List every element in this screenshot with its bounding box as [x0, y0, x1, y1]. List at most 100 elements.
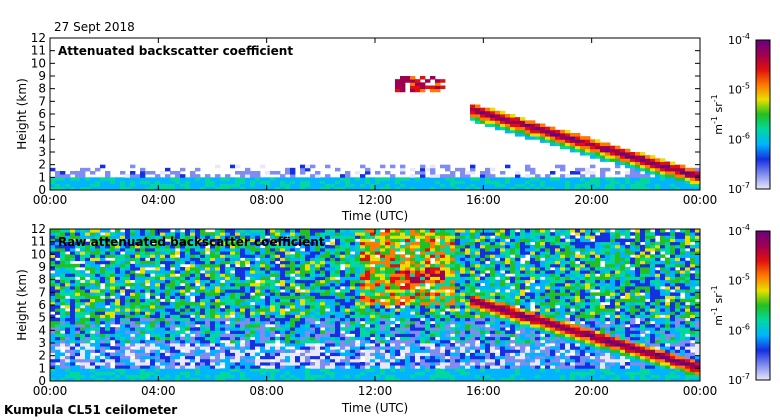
heatmap-cell — [255, 254, 261, 258]
heatmap-cell — [225, 174, 231, 178]
heatmap-cell — [410, 82, 416, 86]
heatmap-cell — [55, 368, 61, 372]
heatmap-cell — [415, 183, 421, 188]
heatmap-cell — [315, 251, 321, 255]
heatmap-cell — [625, 177, 631, 181]
heatmap-cell — [175, 171, 181, 175]
heatmap-cell — [170, 235, 176, 239]
heatmap-cell — [270, 180, 276, 185]
heatmap-cell — [540, 183, 546, 188]
heatmap-cell — [190, 177, 196, 181]
heatmap-cell — [335, 167, 341, 172]
heatmap-cell — [500, 123, 506, 128]
heatmap-cell — [460, 308, 466, 312]
heatmap-cell — [190, 229, 196, 233]
heatmap-cell — [220, 301, 226, 306]
heatmap-cell — [135, 232, 141, 236]
heatmap-cell — [90, 289, 96, 293]
heatmap-cell — [465, 186, 471, 191]
heatmap-cell — [450, 235, 456, 239]
heatmap-cell — [190, 257, 196, 262]
heatmap-cell — [100, 235, 106, 239]
heatmap-cell — [185, 241, 191, 246]
heatmap-cell — [615, 155, 621, 159]
heatmap-cell — [375, 295, 381, 300]
heatmap-cell — [115, 308, 121, 312]
heatmap-cell — [470, 263, 476, 268]
heatmap-cell — [135, 174, 141, 178]
heatmap-cell — [545, 133, 551, 137]
heatmap-cell — [70, 171, 76, 175]
heatmap-cell — [375, 270, 381, 274]
heatmap-cell — [400, 292, 406, 296]
heatmap-cell — [310, 305, 316, 309]
heatmap-cell — [500, 186, 506, 191]
heatmap-cell — [410, 317, 416, 322]
heatmap-cell — [290, 174, 296, 178]
heatmap-cell — [145, 232, 151, 236]
heatmap-cell — [160, 248, 166, 252]
heatmap-cell — [460, 314, 466, 319]
heatmap-cell — [165, 327, 171, 331]
heatmap-cell — [295, 377, 301, 382]
heatmap-cell — [275, 177, 281, 181]
heatmap-cell — [140, 343, 146, 347]
heatmap-cell — [65, 241, 71, 246]
heatmap-cell — [135, 229, 141, 233]
heatmap-cell — [430, 238, 436, 243]
heatmap-cell — [290, 314, 296, 319]
heatmap-cell — [435, 298, 441, 303]
heatmap-cell — [420, 289, 426, 293]
heatmap-cell — [240, 358, 246, 363]
heatmap-cell — [380, 295, 386, 300]
heatmap-cell — [185, 244, 191, 249]
heatmap-cell — [115, 260, 121, 265]
heatmap-cell — [525, 164, 531, 169]
heatmap-cell — [265, 248, 271, 252]
heatmap-cell — [645, 158, 651, 162]
heatmap-cell — [65, 180, 71, 185]
heatmap-cell — [430, 298, 436, 303]
heatmap-cell — [150, 346, 156, 350]
heatmap-cell — [455, 263, 461, 268]
heatmap-cell — [270, 292, 276, 296]
heatmap-cell — [400, 374, 406, 379]
heatmap-cell — [125, 324, 131, 328]
heatmap-cell — [505, 129, 511, 134]
heatmap-cell — [90, 343, 96, 347]
heatmap-cell — [85, 305, 91, 309]
heatmap-cell — [60, 377, 66, 382]
heatmap-cell — [405, 76, 411, 80]
heatmap-cell — [590, 171, 596, 175]
heatmap-cell — [625, 155, 631, 159]
heatmap-cell — [490, 123, 496, 128]
heatmap-cell — [125, 232, 131, 236]
heatmap-cell — [400, 301, 406, 306]
heatmap-cell — [200, 282, 206, 287]
heatmap-cell — [685, 174, 691, 178]
heatmap-cell — [265, 298, 271, 303]
heatmap-cell — [135, 177, 141, 181]
heatmap-cell — [315, 339, 321, 344]
heatmap-cell — [580, 142, 586, 147]
heatmap-cell — [195, 371, 201, 376]
heatmap-cell — [615, 158, 621, 162]
heatmap-cell — [145, 180, 151, 185]
heatmap-cell — [470, 267, 476, 271]
heatmap-cell — [165, 330, 171, 334]
heatmap-cell — [480, 295, 486, 300]
heatmap-cell — [330, 355, 336, 360]
heatmap-cell — [425, 232, 431, 236]
heatmap-cell — [380, 177, 386, 181]
heatmap-cell — [575, 171, 581, 175]
heatmap-cell — [175, 365, 181, 369]
heatmap-cell — [240, 248, 246, 252]
heatmap-cell — [155, 352, 161, 357]
heatmap-cell — [190, 317, 196, 322]
heatmap-cell — [215, 358, 221, 363]
heatmap-cell — [425, 330, 431, 334]
heatmap-cell — [60, 314, 66, 319]
heatmap-cell — [460, 263, 466, 268]
heatmap-cell — [310, 343, 316, 347]
heatmap-cell — [605, 177, 611, 181]
